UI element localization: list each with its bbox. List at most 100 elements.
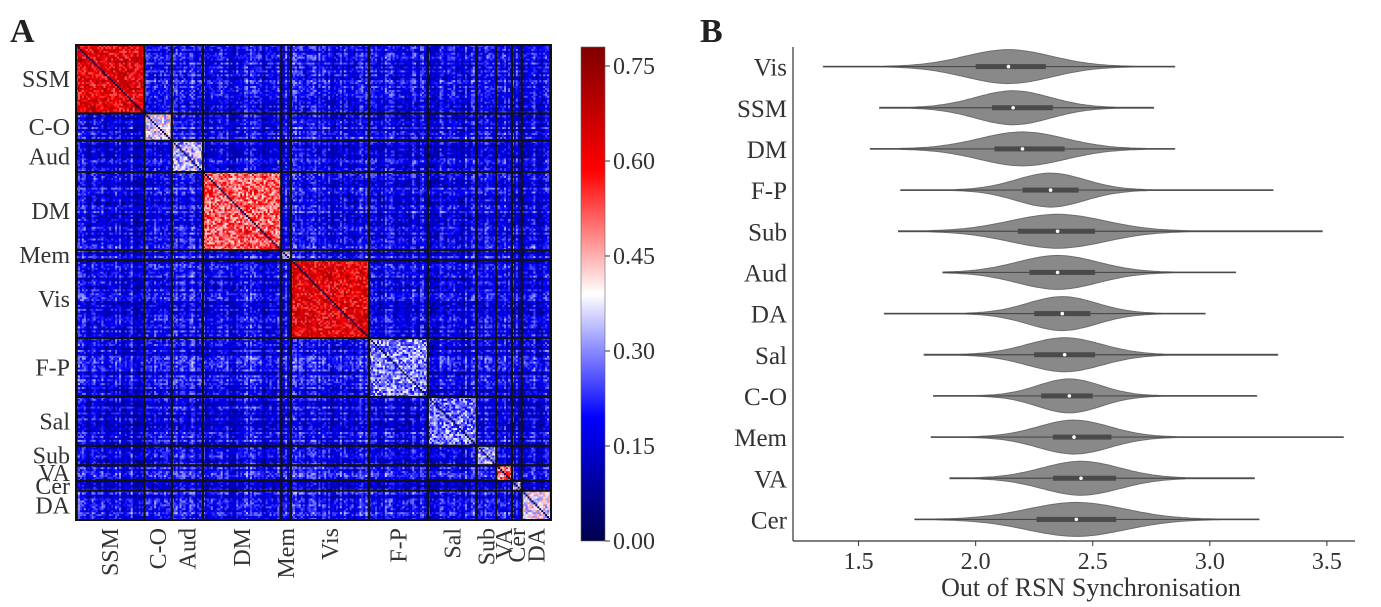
heatmap-cell [432, 51, 434, 53]
heatmap-cell [199, 51, 201, 53]
heatmap-cell [268, 53, 270, 55]
heatmap-cell [465, 49, 467, 51]
heatmap-cell [350, 49, 352, 51]
heatmap-cell [256, 53, 258, 55]
heatmap-cell [508, 49, 510, 51]
heatmap-cell [328, 47, 330, 49]
heatmap-cell [445, 49, 447, 51]
heatmap-cell [90, 51, 92, 53]
heatmap-cell [84, 47, 86, 49]
heatmap-cell [266, 51, 268, 53]
heatmap-cell [197, 53, 199, 55]
heatmap-cell [109, 47, 111, 49]
heatmap-cell [299, 47, 301, 49]
heatmap-cell [418, 51, 420, 53]
heatmap-cell [250, 49, 252, 51]
heatmap-cell [213, 53, 215, 55]
heatmap-cell [156, 51, 158, 53]
heatmap-cell [322, 53, 324, 55]
heatmap-cell [184, 53, 186, 55]
heatmap-cell [168, 51, 170, 53]
heatmap-cell [184, 49, 186, 51]
heatmap-cell [449, 47, 451, 49]
heatmap-cell [356, 51, 358, 53]
heatmap-cell [250, 47, 252, 49]
heatmap-cell [123, 47, 125, 49]
heatmap-cell [244, 53, 246, 55]
heatmap-cell [246, 51, 248, 53]
heatmap-cell [117, 49, 119, 51]
heatmap-cell [342, 53, 344, 55]
heatmap-cell [254, 51, 256, 53]
heatmap-cell [451, 51, 453, 53]
heatmap-cell [230, 51, 232, 53]
heatmap-cell [221, 51, 223, 53]
heatmap-cell [399, 49, 401, 51]
heatmap-cell [277, 53, 279, 55]
heatmap-cell [260, 47, 262, 49]
heatmap-cell [318, 51, 320, 53]
heatmap-cell [189, 53, 191, 55]
heatmap-cell [397, 47, 399, 49]
heatmap-cell [248, 47, 250, 49]
heatmap-cell [410, 47, 412, 49]
heatmap-cell [338, 51, 340, 53]
heatmap-cell [193, 51, 195, 53]
heatmap-cell [225, 49, 227, 51]
heatmap-cell [217, 47, 219, 49]
heatmap-cell [473, 47, 475, 49]
heatmap-cell [127, 47, 129, 49]
heatmap-cell [94, 47, 96, 49]
heatmap-cell [535, 49, 537, 51]
heatmap-cell [461, 51, 463, 53]
heatmap-cell [332, 47, 334, 49]
heatmap-cell [99, 47, 101, 49]
heatmap-cell [504, 49, 506, 51]
heatmap-cell [182, 53, 184, 55]
heatmap-cell [135, 51, 137, 53]
heatmap-cell [301, 47, 303, 49]
heatmap-cell [94, 49, 96, 51]
heatmap-cell [402, 49, 404, 51]
heatmap-cell [473, 49, 475, 51]
heatmap-cell [328, 49, 330, 51]
heatmap-cell [234, 51, 236, 53]
heatmap-cell [227, 47, 229, 49]
heatmap-cell [485, 51, 487, 53]
heatmap-cell [514, 51, 516, 53]
heatmap-cell [467, 47, 469, 49]
heatmap-cell [250, 53, 252, 55]
heatmap-cell [277, 47, 279, 49]
heatmap-cell [228, 49, 230, 51]
heatmap-cell [404, 49, 406, 51]
heatmap-cell [422, 49, 424, 51]
heatmap-cell [422, 51, 424, 53]
heatmap-cell [133, 51, 135, 53]
heatmap-cell [518, 47, 520, 49]
heatmap-cells [76, 45, 551, 520]
heatmap-cell [84, 49, 86, 51]
heatmap-cell [371, 51, 373, 53]
heatmap-cell [242, 47, 244, 49]
heatmap-cell [207, 51, 209, 53]
heatmap-cell [447, 49, 449, 51]
heatmap-cell [375, 49, 377, 51]
heatmap-cell [268, 47, 270, 49]
heatmap-cell [154, 53, 156, 55]
heatmap-cell [160, 53, 162, 55]
heatmap-cell [316, 49, 318, 51]
heatmap-cell [434, 47, 436, 49]
heatmap-cell [152, 49, 154, 51]
heatmap-cell [449, 49, 451, 51]
heatmap-cell [383, 51, 385, 53]
heatmap-cell [88, 51, 90, 53]
heatmap-cell [139, 49, 141, 51]
heatmap-cell [160, 47, 162, 49]
heatmap-cell [451, 49, 453, 51]
heatmap-cell [455, 49, 457, 51]
heatmap-cell [436, 49, 438, 51]
heatmap-cell [516, 47, 518, 49]
heatmap-cell [381, 49, 383, 51]
heatmap-cell [223, 49, 225, 51]
heatmap-cell [459, 51, 461, 53]
